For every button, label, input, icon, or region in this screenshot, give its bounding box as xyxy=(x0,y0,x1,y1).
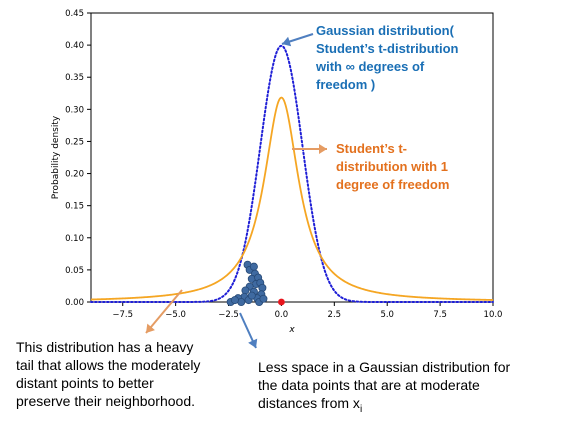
y-tick-label: 0.05 xyxy=(65,266,84,276)
heavy-tail-annotation-line: distant points to better xyxy=(16,375,154,391)
heavy-tail-annotation: This distribution has a heavy tail that … xyxy=(16,338,200,410)
less-space-arrow-head xyxy=(248,338,258,348)
y-tick-label: 0.35 xyxy=(65,73,84,83)
data-point xyxy=(241,286,250,295)
heavy-tail-annotation-line: This distribution has a heavy xyxy=(16,339,194,355)
x-axis-label: x xyxy=(288,325,295,335)
gaussian-annotation: Gaussian distribution( Student’s t-distr… xyxy=(316,22,459,94)
data-points xyxy=(226,260,285,306)
plot-frame xyxy=(90,12,494,303)
y-tick-label: 0.10 xyxy=(65,234,84,244)
y-tick-label: 0.00 xyxy=(65,298,84,308)
heavy-tail-arrow xyxy=(145,289,183,334)
data-point xyxy=(247,291,256,300)
x-tick-label: 2.5 xyxy=(328,310,342,320)
x-tick-label: 0.0 xyxy=(275,310,289,320)
student-annotation: Student’s t- distribution with 1 degree … xyxy=(336,140,449,194)
less-space-annotation-text: distances from x xyxy=(258,395,360,411)
x-tick-label: 7.5 xyxy=(433,310,447,320)
y-tick-label: 0.45 xyxy=(65,9,84,19)
data-point xyxy=(259,294,268,303)
data-point xyxy=(249,262,258,271)
x-tick-label: −7.5 xyxy=(112,310,133,320)
student-annotation-line: distribution with 1 xyxy=(336,159,448,174)
data-point xyxy=(258,283,267,292)
student-annotation-line: degree of freedom xyxy=(336,177,450,192)
heavy-tail-annotation-line: preserve their neighborhood. xyxy=(16,393,196,409)
y-tick-label: 0.15 xyxy=(65,202,84,212)
x-tick-label: 5.0 xyxy=(380,310,394,320)
gaussian-annotation-line: Student’s t-distribution xyxy=(316,41,459,56)
gaussian-arrow-head xyxy=(282,36,292,47)
gaussian-annotation-line: freedom ) xyxy=(316,77,376,92)
subscript-i: i xyxy=(359,403,363,415)
student-arrow-head xyxy=(319,144,327,154)
y-tick-label: 0.25 xyxy=(65,137,84,147)
less-space-annotation-line: the data points that are at moderate xyxy=(258,377,480,393)
gaussian-curve xyxy=(90,44,494,303)
x-tick-label: −2.5 xyxy=(218,310,239,320)
less-space-annotation: Less space in a Gaussian distribution fo… xyxy=(258,358,510,419)
annotation-arrows xyxy=(145,33,327,349)
student-annotation-line: Student’s t- xyxy=(336,141,408,156)
x-tick-label: −5.0 xyxy=(165,310,186,320)
gaussian-annotation-line: Gaussian distribution( xyxy=(316,23,454,38)
x-tick-label: 10.0 xyxy=(484,310,503,320)
y-tick-label: 0.30 xyxy=(65,105,84,115)
heavy-tail-annotation-line: tail that allows the moderately xyxy=(16,357,201,373)
curves xyxy=(90,44,494,303)
heavy-tail-arrow-head xyxy=(146,323,155,333)
axes: −7.5 −5.0 −2.5 0.0 2.5 5.0 7.5 10.0 0.00 0.05 0.10… xyxy=(51,9,502,335)
y-tick-label: 0.40 xyxy=(65,41,84,51)
center-point xyxy=(278,298,285,306)
data-point xyxy=(230,296,239,305)
less-space-annotation-line: Less space in a Gaussian distribution fo… xyxy=(258,359,511,375)
less-space-annotation-line: distances from xi xyxy=(258,394,510,419)
student-t-curve xyxy=(90,96,494,301)
y-axis-label: Probability density xyxy=(51,115,61,199)
y-tick-label: 0.20 xyxy=(65,170,84,180)
gaussian-annotation-line: with ∞ degrees of xyxy=(316,59,425,74)
